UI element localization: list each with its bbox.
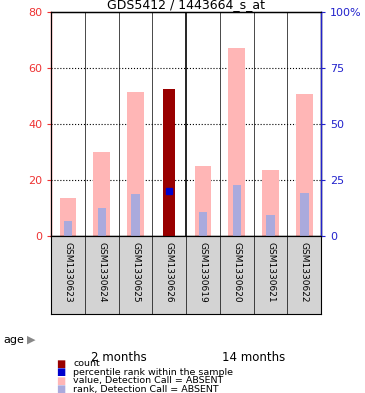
Bar [93, 152, 110, 236]
Text: ■: ■ [57, 358, 66, 369]
Bar [127, 92, 144, 236]
Bar [296, 94, 313, 236]
Text: GSM1330621: GSM1330621 [266, 242, 275, 303]
Text: percentile rank within the sample: percentile rank within the sample [73, 368, 233, 376]
Text: GSM1330622: GSM1330622 [300, 242, 309, 303]
Text: GSM1330620: GSM1330620 [232, 242, 241, 303]
Bar [59, 198, 76, 236]
Text: GSM1330624: GSM1330624 [97, 242, 106, 303]
Bar [195, 166, 211, 236]
Text: rank, Detection Call = ABSENT: rank, Detection Call = ABSENT [73, 385, 219, 393]
Text: count: count [73, 359, 100, 368]
Bar [228, 48, 245, 236]
Title: GDS5412 / 1443664_s_at: GDS5412 / 1443664_s_at [107, 0, 265, 11]
Bar [64, 221, 72, 236]
Bar [199, 212, 207, 236]
Text: ■: ■ [57, 376, 66, 386]
Text: 14 months: 14 months [222, 351, 285, 364]
Bar [262, 170, 279, 236]
Text: GSM1330619: GSM1330619 [199, 242, 208, 303]
Bar [233, 185, 241, 236]
Bar [300, 193, 308, 236]
Text: 2 months: 2 months [91, 351, 146, 364]
Text: GSM1330623: GSM1330623 [64, 242, 73, 303]
Bar [131, 195, 140, 236]
Text: ▶: ▶ [27, 335, 36, 345]
Text: GSM1330625: GSM1330625 [131, 242, 140, 303]
Bar [97, 208, 106, 236]
Bar [266, 215, 275, 236]
Text: value, Detection Call = ABSENT: value, Detection Call = ABSENT [73, 376, 223, 385]
Text: ■: ■ [57, 367, 66, 377]
Text: GSM1330626: GSM1330626 [165, 242, 174, 303]
Bar [164, 89, 175, 236]
Text: age: age [4, 335, 24, 345]
Text: ■: ■ [57, 384, 66, 393]
